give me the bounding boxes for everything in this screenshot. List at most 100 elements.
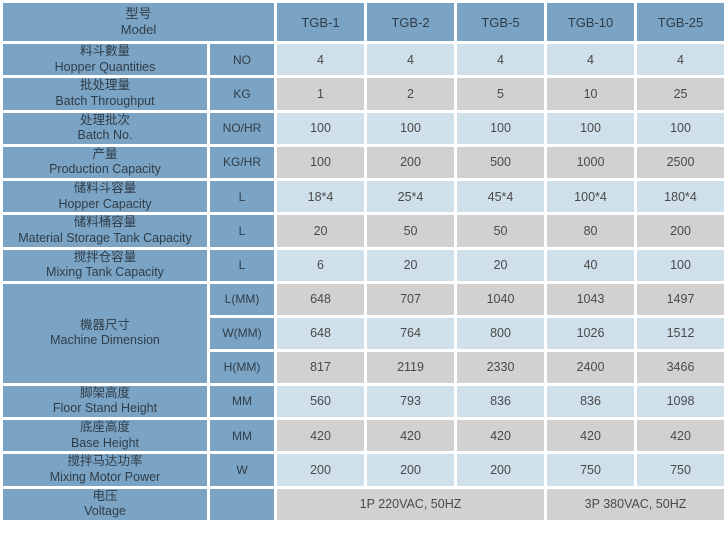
row-label-zh: 储料桶容量 [73,215,137,230]
row-label-en: Base Height [70,435,140,450]
value-cell: 764 [367,317,455,349]
row-label: 储料桶容量 Material Storage Tank Capacity [3,215,207,247]
value-cell: 25 [637,78,725,110]
value-cell: 1098 [637,385,725,417]
row-label: 电压 Voltage [3,488,207,520]
unit-cell: NO/HR [210,112,275,144]
value-cell: 100 [637,249,725,281]
unit-cell: KG [210,78,275,110]
row-label-en: Hopper Capacity [58,196,152,211]
table-row-mixing-tank-capacity: 搅拌仓容量 Mixing Tank Capacity L 6 20 20 40 … [3,249,725,281]
row-label: 产量 Production Capacity [3,146,207,178]
value-cell: 20 [457,249,545,281]
model-header-en: Model [120,22,157,37]
value-cell: 836 [457,385,545,417]
value-cell: 1 [277,78,365,110]
unit-cell: L [210,181,275,213]
table-row-machine-dimension-l: 機器尺寸 Machine Dimension L(MM) 648 707 104… [3,283,725,383]
value-cell: 420 [457,420,545,452]
row-label-zh: 料斗數量 [79,44,130,58]
value-cell: 6 [277,249,365,281]
value-cell: 80 [547,215,635,247]
table-row-hopper-capacity: 储料斗容量 Hopper Capacity L 18*4 25*4 45*4 1… [3,181,725,213]
table-row-machine-dimension-w: W(MM) 648 764 800 1026 1512 [3,317,725,349]
value-cell: 50 [457,215,545,247]
value-cell: 200 [367,454,455,486]
row-label: 搅拌仓容量 Mixing Tank Capacity [3,249,207,281]
voltage-value-1p: 1P 220VAC, 50HZ [277,488,545,520]
column-header-tgb-2: TGB-2 [367,3,455,41]
value-cell: 3466 [637,351,725,383]
unit-cell: MM [210,385,275,417]
value-cell: 500 [457,146,545,178]
row-label-en: Production Capacity [49,162,161,177]
value-cell: 100*4 [547,181,635,213]
value-cell: 200 [457,454,545,486]
row-label-en: Material Storage Tank Capacity [18,230,192,245]
value-cell: 2500 [637,146,725,178]
unit-cell: W [210,454,275,486]
value-cell: 1040 [457,283,545,315]
value-cell: 750 [637,454,725,486]
value-cell: 45*4 [457,181,545,213]
value-cell: 200 [637,215,725,247]
unit-cell: KG/HR [210,146,275,178]
value-cell: 50 [367,215,455,247]
value-cell: 1512 [637,317,725,349]
row-label: 储料斗容量 Hopper Capacity [3,181,207,213]
row-label-zh: 脚架高度 [79,385,130,400]
value-cell: 648 [277,283,365,315]
value-cell: 4 [277,44,365,76]
value-cell: 20 [277,215,365,247]
value-cell: 750 [547,454,635,486]
row-label: 脚架高度 Floor Stand Height [3,385,207,417]
unit-cell [210,488,275,520]
value-cell: 25*4 [367,181,455,213]
value-cell: 793 [367,385,455,417]
row-label: 搅拌马达功率 Mixing Motor Power [3,454,207,486]
unit-cell: MM [210,420,275,452]
value-cell: 18*4 [277,181,365,213]
value-cell: 707 [367,283,455,315]
table-row-batch-throughput: 批处理量 Batch Throughput KG 1 2 5 10 25 [3,78,725,110]
model-header-zh: 型号 [125,5,152,21]
unit-cell: NO [210,44,275,76]
value-cell: 20 [367,249,455,281]
table-row-batch-no: 处理批次 Batch No. NO/HR 100 100 100 100 100 [3,112,725,144]
value-cell: 100 [277,146,365,178]
row-label-zh: 機器尺寸 [79,317,130,332]
value-cell: 800 [457,317,545,349]
value-cell: 420 [637,420,725,452]
row-label-en: Batch No. [77,128,133,143]
row-label-zh: 储料斗容量 [73,181,137,195]
row-label-zh: 搅拌马达功率 [67,454,143,469]
column-header-tgb-1: TGB-1 [277,3,365,41]
unit-cell: L(MM) [210,283,275,315]
value-cell: 1043 [547,283,635,315]
machine-dimension-group-label: 機器尺寸 Machine Dimension [3,283,207,383]
row-label-zh: 产量 [92,146,118,161]
value-cell: 4 [547,44,635,76]
value-cell: 5 [457,78,545,110]
row-label: 料斗數量 Hopper Quantities [3,44,207,76]
value-cell: 100 [367,112,455,144]
table-row-production-capacity: 产量 Production Capacity KG/HR 100 200 500… [3,146,725,178]
value-cell: 1000 [547,146,635,178]
value-cell: 200 [277,454,365,486]
row-label-en: Floor Stand Height [52,401,158,416]
value-cell: 836 [547,385,635,417]
value-cell: 560 [277,385,365,417]
value-cell: 100 [457,112,545,144]
value-cell: 100 [637,112,725,144]
value-cell: 2119 [367,351,455,383]
value-cell: 10 [547,78,635,110]
row-label-en: Hopper Quantities [54,59,156,74]
value-cell: 180*4 [637,181,725,213]
row-label-en: Voltage [84,504,126,519]
table-row-base-height: 底座高度 Base Height MM 420 420 420 420 420 [3,420,725,452]
row-label-en: Batch Throughput [55,93,155,108]
value-cell: 4 [637,44,725,76]
value-cell: 1026 [547,317,635,349]
row-label-en: Mixing Motor Power [49,469,161,484]
